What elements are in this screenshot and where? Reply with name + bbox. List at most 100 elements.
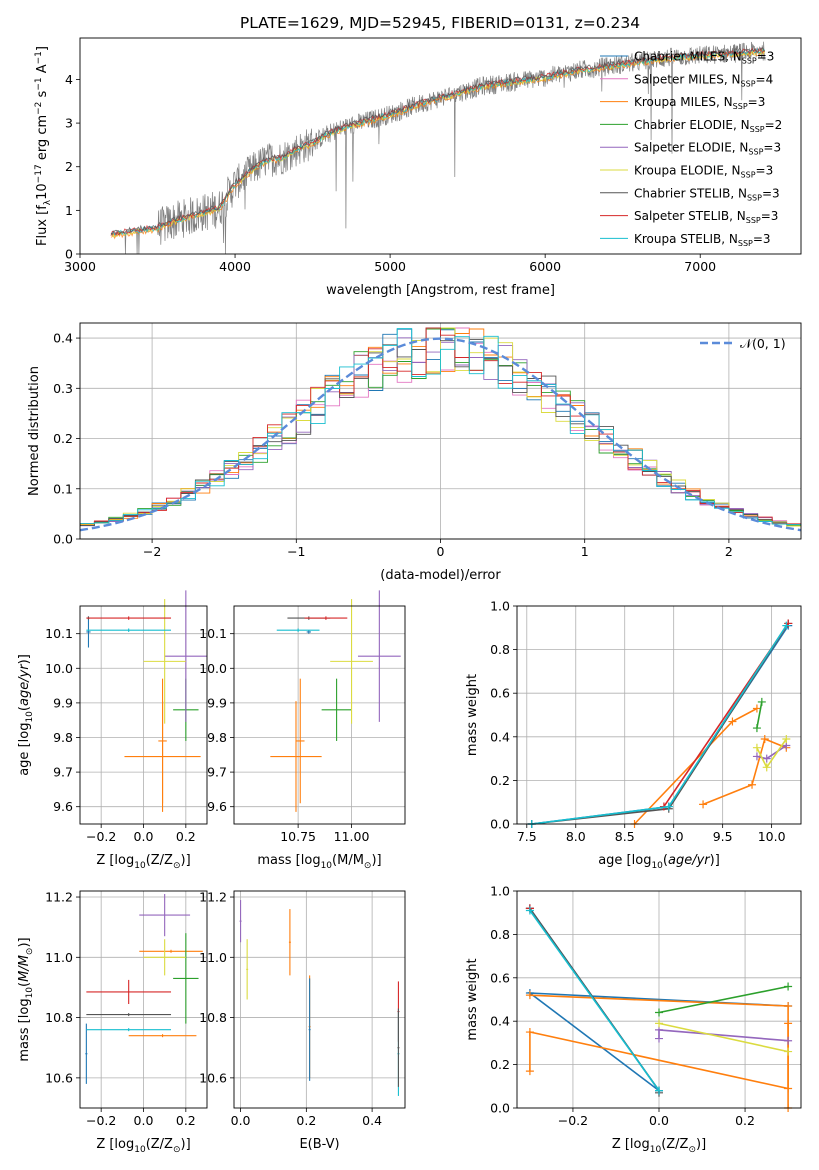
legend-text: =3 <box>753 232 771 246</box>
mass_vs_EBV-points <box>239 900 400 1096</box>
mass_vs_EBV-x-label: E(B-V) <box>299 1137 339 1152</box>
weight-marker <box>748 780 757 789</box>
mass_vs_Z-axes: −0.2 0.0 0.2 10.6 10.8 11.0 11.2 <box>45 890 207 1128</box>
weight-line <box>702 737 787 806</box>
y-tick-label: 0.8 <box>490 642 510 657</box>
weight-line <box>531 625 787 825</box>
age_vs_Z-axes: −0.2 0.0 0.2 9.6 9.7 9.8 9.9 10.0 10.1 <box>45 606 207 844</box>
weight_vs_Z-series <box>525 904 793 1112</box>
y-tick-label: 0 <box>65 247 73 262</box>
x-tick-label: 7.5 <box>517 829 537 844</box>
axis-label: mass [log10(M/M⊙)] <box>257 853 381 871</box>
weight-marker <box>525 1067 534 1076</box>
axis-label-part: ⊙ <box>173 861 181 871</box>
normal-curve-line <box>79 337 802 532</box>
y-tick-label: 10.6 <box>45 1070 73 1085</box>
weight-marker <box>664 802 673 811</box>
age_vs_Z-points <box>86 590 207 812</box>
weight-marker <box>762 763 771 772</box>
x-tick-label: 0.2 <box>176 1113 196 1128</box>
y-tick-label: 10.1 <box>199 626 227 641</box>
legend-text: Kroupa STELIB, N <box>634 232 738 246</box>
x-tick-label: 8.0 <box>566 829 586 844</box>
mass_vs_Z-frame <box>79 890 208 1109</box>
y-tick-label: 9.9 <box>53 695 73 710</box>
x-tick-label: 0.2 <box>296 1113 316 1128</box>
y-tick-label: 10.1 <box>45 626 73 641</box>
y-tick-label: 0.0 <box>53 532 73 547</box>
legend-sub: SSP <box>742 57 757 66</box>
y-tick-label: 11.0 <box>45 950 73 965</box>
weight_vs_age-series <box>527 619 793 828</box>
histogram-line <box>80 328 801 526</box>
histogram-series <box>79 327 802 532</box>
weight-marker <box>760 734 769 743</box>
weight-line <box>531 625 789 825</box>
axis-label-part: ] <box>35 46 50 51</box>
weight_vs_age-frame <box>516 605 802 825</box>
x-tick-label: 0.2 <box>176 829 196 844</box>
axis-label-part: (M/M <box>332 853 364 868</box>
axis-label-part: M/M <box>17 955 32 982</box>
x-tick-label: 0.4 <box>362 1113 382 1128</box>
x-tick-label: 7000 <box>684 259 716 274</box>
y-tick-label: 10.0 <box>199 661 227 676</box>
age_vs_mass-points <box>270 590 401 812</box>
y-tick-label: 11.0 <box>199 950 227 965</box>
legend-entry: Salpeter STELIB, NSSP=3 <box>634 209 778 225</box>
mass_vs_EBV-frame <box>233 890 406 1109</box>
y-tick-label: 9.7 <box>53 765 73 780</box>
spectrum-series <box>110 41 766 255</box>
y-tick-label: 10.0 <box>45 661 73 676</box>
mass_vs_Z-points <box>85 894 203 1084</box>
normal-legend-label: 𝒩(0, 1) <box>740 336 786 351</box>
legend-text: Kroupa ELODIE, N <box>634 164 741 178</box>
axis-label-part: )] <box>17 654 32 664</box>
axis-label-part: −2 <box>34 102 44 115</box>
axis-label-part: λ <box>43 199 53 205</box>
y-tick-label: 10.6 <box>199 1070 227 1085</box>
x-tick-label: 8.5 <box>615 829 635 844</box>
y-tick-label: 4 <box>65 72 73 87</box>
axis-label-part: 10 <box>25 711 35 723</box>
x-tick-label: 9.5 <box>713 829 733 844</box>
axis-label-part: ( <box>17 706 32 711</box>
y-tick-label: 0.3 <box>53 381 73 396</box>
weight_vs_Z-y-label: mass weight <box>465 958 480 1040</box>
legend-text: Chabrier STELIB, N <box>634 186 747 200</box>
x-tick-label: 11.00 <box>334 829 370 844</box>
axis-label-part: 10 <box>651 861 663 871</box>
axis-label-part: Z [log <box>612 1137 650 1152</box>
y-tick-label: 3 <box>65 116 73 131</box>
y-tick-label: 11.2 <box>199 890 227 905</box>
axis-label-part: age [log <box>17 723 32 776</box>
x-tick-label: 3000 <box>64 259 96 274</box>
spectrum-axes: 3000 4000 5000 6000 7000 0 1 2 3 4 <box>64 72 716 274</box>
y-tick-label: 0.4 <box>53 331 73 346</box>
spectrum-x-label: wavelength [Angstrom, rest frame] <box>326 283 555 298</box>
y-tick-label: 2 <box>65 159 73 174</box>
axis-label-part: erg cm <box>35 115 50 164</box>
x-tick-label: 4000 <box>219 259 251 274</box>
axis-label-part: )] <box>181 1137 191 1152</box>
legend-text: Kroupa MILES, N <box>634 95 733 109</box>
axis-label-part: 10 <box>134 1145 146 1155</box>
weight-marker <box>752 724 761 733</box>
x-tick-label: 0.0 <box>649 1113 669 1128</box>
axis-label-part: ⊙ <box>173 1145 181 1155</box>
axis-label-part: Z [log <box>96 853 134 868</box>
legend-sub: SSP <box>747 193 762 202</box>
axis-label-part: ⊙ <box>25 948 35 956</box>
legend-entry: Kroupa ELODIE, NSSP=3 <box>634 164 773 180</box>
residuals-y-label: Normed distribution <box>27 366 42 496</box>
axis-label-part: 10 <box>321 861 333 871</box>
weight-marker <box>782 621 791 630</box>
legend-sub: SSP <box>738 239 753 248</box>
y-tick-label: 0.0 <box>490 1101 510 1116</box>
x-tick-label: 0 <box>437 544 445 559</box>
weight-marker <box>752 743 761 752</box>
axis-label-part: (Z/Z <box>146 853 173 868</box>
x-tick-label: 10.75 <box>280 829 316 844</box>
age_vs_mass-frame <box>233 605 406 825</box>
axis-label-part: ( <box>17 982 32 987</box>
